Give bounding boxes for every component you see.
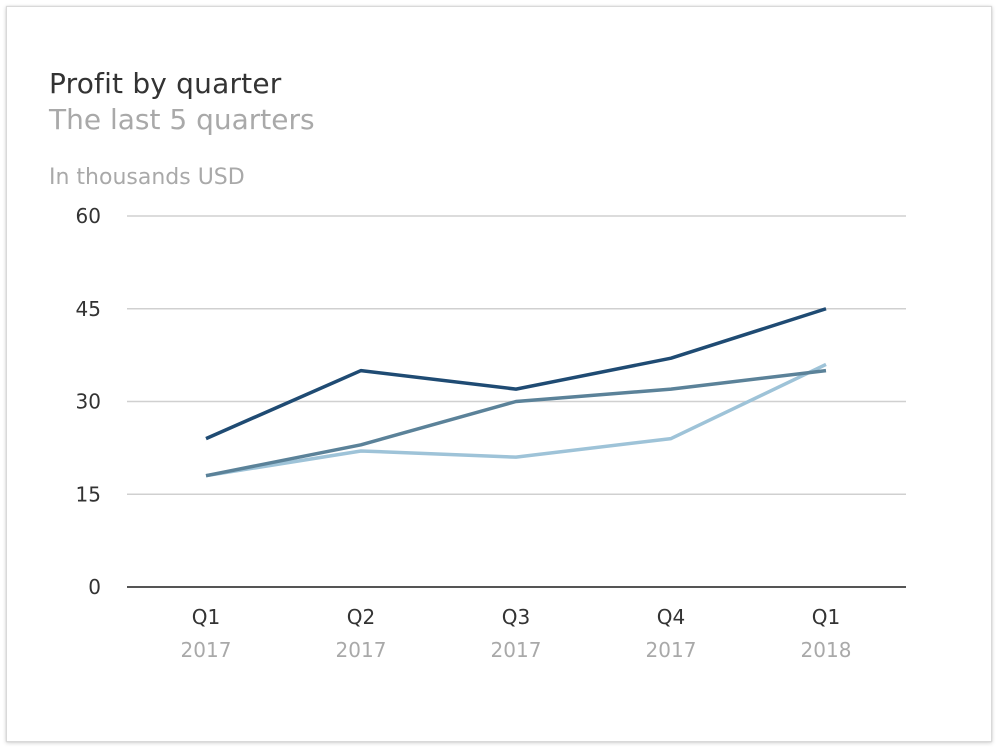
- chart-title: Profit by quarter: [49, 67, 282, 100]
- y-axis-ticks: 0 15 30 45 60: [76, 204, 101, 599]
- x-tick-year: 2017: [336, 638, 387, 662]
- x-tick-year: 2017: [491, 638, 542, 662]
- x-tick-year: 2017: [181, 638, 232, 662]
- x-tick-year: 2018: [801, 638, 852, 662]
- x-tick-quarter: Q1: [192, 605, 220, 629]
- line-chart: 0 15 30 45 60 Q1 2017 Q2 2017 Q3 2017 Q4 2017 Q1 2018: [76, 204, 906, 662]
- y-tick-label: 15: [76, 482, 101, 506]
- x-tick-quarter: Q1: [812, 605, 840, 629]
- y-tick-label: 30: [76, 390, 101, 414]
- y-axis-label: In thousands USD: [49, 165, 245, 190]
- x-axis-ticks: Q1 2017 Q2 2017 Q3 2017 Q4 2017 Q1 2018: [181, 605, 852, 662]
- x-tick-quarter: Q4: [657, 605, 685, 629]
- y-tick-label: 0: [88, 575, 101, 599]
- y-tick-label: 60: [76, 204, 101, 228]
- series-lines: [205, 307, 827, 478]
- series-line-1: [205, 307, 827, 441]
- grid-lines: [127, 215, 906, 588]
- y-tick-label: 45: [76, 297, 101, 321]
- x-tick-quarter: Q3: [502, 605, 530, 629]
- series-line-3: [205, 362, 827, 478]
- series-line-2: [205, 368, 827, 478]
- chart-subtitle: The last 5 quarters: [49, 103, 315, 136]
- x-tick-quarter: Q2: [347, 605, 375, 629]
- chart-card: Profit by quarter The last 5 quarters In…: [6, 6, 992, 742]
- x-tick-year: 2017: [646, 638, 697, 662]
